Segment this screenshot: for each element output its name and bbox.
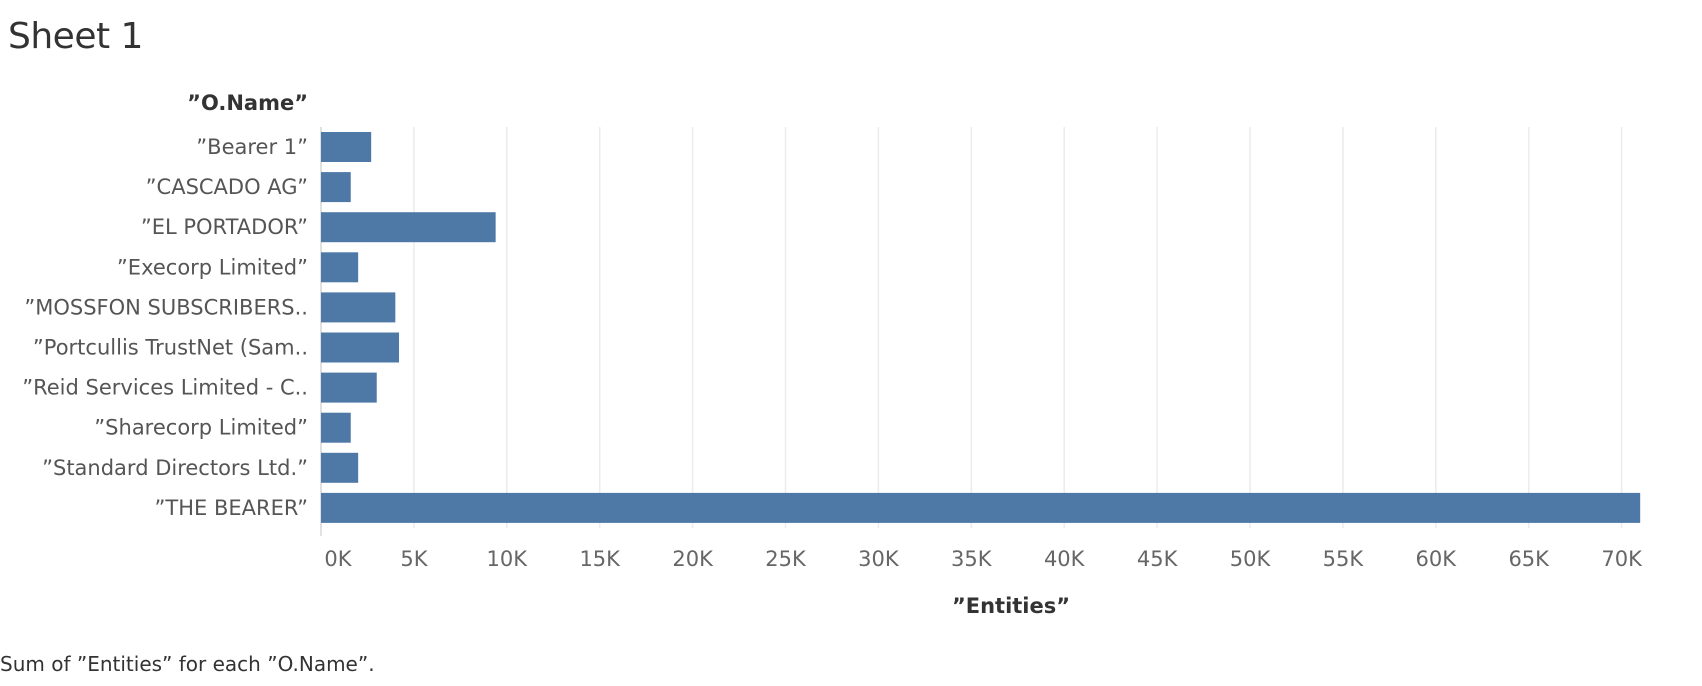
category-labels: ”Bearer 1” ”CASCADO AG” ”EL PORTADOR” ”Exec… [22, 135, 308, 520]
x-tick-label: 10K [487, 547, 529, 571]
category-label: ”THE BEARER” [155, 496, 308, 520]
x-tick-label: 40K [1044, 547, 1086, 571]
category-label: ”Portcullis TrustNet (Sam.. [33, 336, 308, 360]
category-label: ”MOSSFON SUBSCRIBERS.. [24, 295, 308, 319]
category-label: ”CASCADO AG” [146, 175, 308, 199]
x-tick-label: 15K [579, 547, 621, 571]
x-tick-label: 20K [672, 547, 714, 571]
bar[interactable] [321, 452, 359, 483]
x-tick-label: 55K [1323, 547, 1365, 571]
x-tick-label: 35K [951, 547, 993, 571]
bar-chart: ”Bearer 1” ”CASCADO AG” ”EL PORTADOR” ”Exec… [22, 91, 1643, 618]
bar[interactable] [321, 212, 496, 243]
x-tick-label: 65K [1508, 547, 1550, 571]
bar[interactable] [321, 492, 1641, 523]
x-axis-ticks: 0K 5K 10K 15K 20K 25K 30K 35K 40K 45K 50K 55K 60K 65K… [324, 547, 1643, 571]
category-label: ”Reid Services Limited - C.. [22, 376, 308, 400]
bar[interactable] [321, 292, 396, 323]
bar[interactable] [321, 372, 377, 403]
gridlines [320, 127, 1623, 536]
row-header-label: ”O.Name” [187, 91, 308, 115]
bar[interactable] [321, 252, 359, 283]
bar[interactable] [321, 172, 351, 203]
x-tick-label: 5K [400, 547, 428, 571]
x-tick-label: 45K [1137, 547, 1179, 571]
x-tick-label: 60K [1416, 547, 1458, 571]
x-tick-label: 30K [858, 547, 900, 571]
sheet-title: Sheet 1 [8, 16, 143, 57]
bars [321, 132, 1641, 523]
category-label: ”EL PORTADOR” [141, 215, 308, 239]
bar[interactable] [321, 332, 400, 363]
bar[interactable] [321, 132, 372, 162]
x-axis-title: ”Entities” [952, 594, 1070, 618]
chart-caption: Sum of ”Entities” for each ”O.Name”. [0, 652, 375, 676]
x-tick-label: 0K [324, 547, 352, 571]
x-tick-label: 70K [1601, 547, 1643, 571]
category-label: ”Sharecorp Limited” [94, 416, 308, 440]
x-tick-label: 25K [765, 547, 807, 571]
category-label: ”Standard Directors Ltd.” [42, 456, 308, 480]
category-label: ”Execorp Limited” [117, 255, 308, 279]
bar[interactable] [321, 412, 351, 443]
x-tick-label: 50K [1230, 547, 1272, 571]
category-label: ”Bearer 1” [196, 135, 308, 159]
